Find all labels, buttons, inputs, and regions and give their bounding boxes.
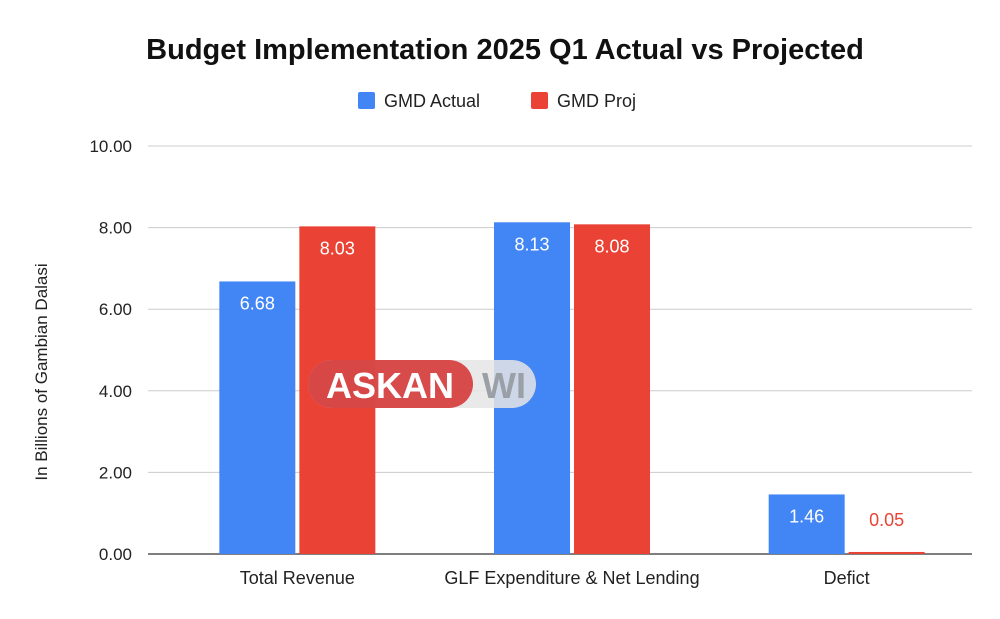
y-axis-label: In Billions of Gambian Dalasi: [32, 263, 51, 480]
y-tick-label: 6.00: [99, 300, 132, 319]
x-tick-label: Total Revenue: [240, 568, 355, 588]
x-axis-ticks: Total Revenue GLF Expenditure & Net Lendi…: [240, 568, 870, 588]
y-tick-label: 8.00: [99, 219, 132, 238]
watermark-text-right: WI: [482, 365, 526, 406]
data-label: 6.68: [240, 293, 275, 313]
data-label: 8.08: [594, 236, 629, 256]
data-label: 0.05: [869, 510, 904, 530]
bar: [848, 551, 925, 554]
bar: [219, 281, 296, 554]
legend-swatch: [358, 92, 375, 109]
x-tick-label: GLF Expenditure & Net Lending: [444, 568, 699, 588]
x-tick-label: Defict: [824, 568, 870, 588]
y-tick-label: 2.00: [99, 463, 132, 482]
y-tick-label: 4.00: [99, 382, 132, 401]
legend: GMD Actual GMD Proj: [358, 91, 636, 111]
data-label: 1.46: [789, 506, 824, 526]
legend-label: GMD Proj: [557, 91, 636, 111]
data-label: 8.13: [514, 234, 549, 254]
data-label: 8.03: [320, 238, 355, 258]
legend-swatch: [531, 92, 548, 109]
legend-label: GMD Actual: [384, 91, 480, 111]
y-tick-label: 0.00: [99, 545, 132, 564]
y-axis-ticks: 0.00 2.00 4.00 6.00 8.00 10.00: [89, 137, 132, 564]
bar: [768, 494, 845, 554]
chart-title: Budget Implementation 2025 Q1 Actual vs …: [146, 34, 864, 66]
watermark-text-left: ASKAN: [326, 365, 454, 406]
watermark-logo: ASKAN WI: [308, 360, 536, 408]
y-tick-label: 10.00: [89, 137, 132, 156]
bar: [574, 224, 650, 554]
